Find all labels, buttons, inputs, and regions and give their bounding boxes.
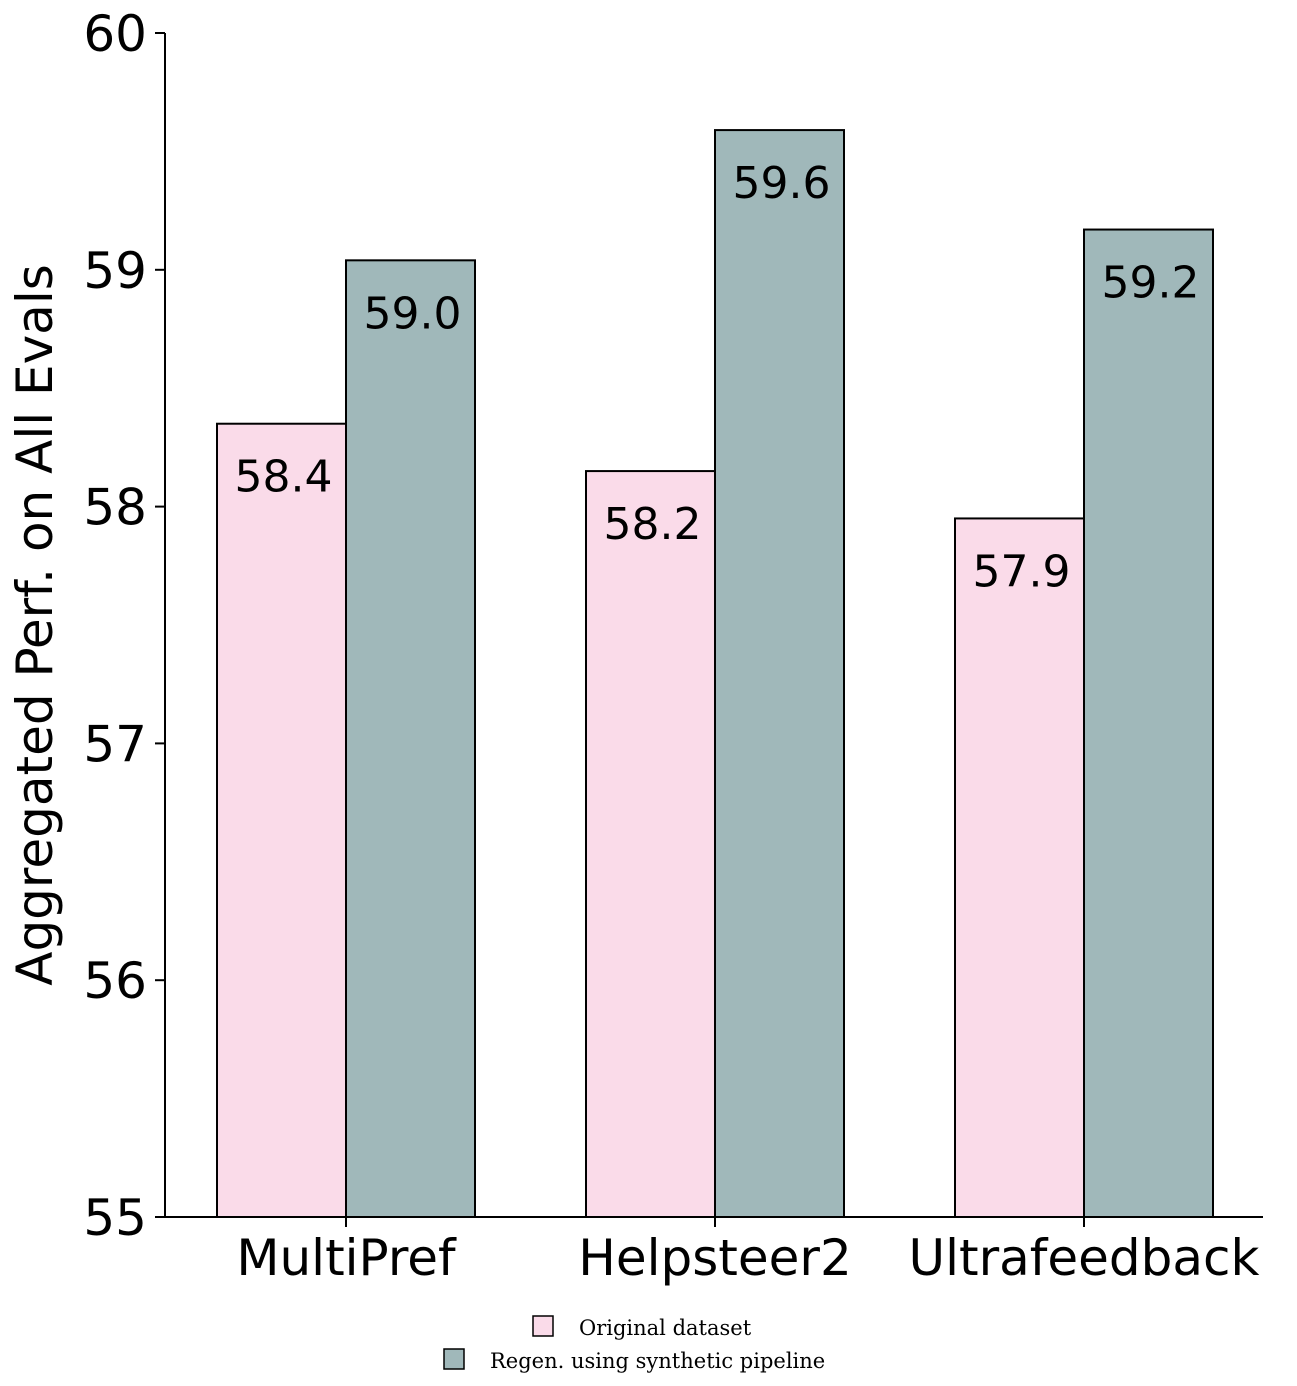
- data-label: 59.0: [364, 288, 462, 339]
- y-tick-label: 56: [83, 952, 147, 1010]
- bar-multipref-series-2: [345, 259, 476, 1218]
- legend-label: Regen. using synthetic pipeline: [490, 1349, 825, 1373]
- x-ticks: MultiPref Helpsteer2 Ultrafeedback: [236, 1217, 1260, 1287]
- legend-label: Original dataset: [579, 1316, 752, 1340]
- y-axis-title: Aggregated Perf. on All Evals: [6, 264, 64, 986]
- data-labels: 58.4 58.2 57.9 59.0 59.6 59.2: [235, 158, 1200, 597]
- bars-layer: [216, 129, 1214, 1219]
- data-label: 58.4: [235, 452, 333, 503]
- bar-multipref-series-1: [216, 422, 347, 1219]
- data-label: 57.9: [973, 546, 1071, 597]
- y-tick-label: 55: [83, 1189, 147, 1247]
- data-label: 59.2: [1102, 258, 1200, 309]
- legend-swatch: [443, 1348, 465, 1370]
- bar-helpsteer2-series-1: [585, 470, 716, 1218]
- x-tick-label: Helpsteer2: [578, 1229, 852, 1287]
- bar-helpsteer2-series-2: [714, 129, 845, 1218]
- bar-ultrafeedback-series-2: [1083, 228, 1214, 1218]
- y-tick-label: 57: [83, 715, 147, 773]
- y-ticks: 55 56 57 58 59 60: [83, 5, 165, 1247]
- legend-swatch: [532, 1315, 554, 1337]
- y-tick-label: 58: [83, 479, 147, 537]
- x-tick-label: MultiPref: [236, 1229, 457, 1287]
- bar-ultrafeedback-series-1: [954, 517, 1085, 1218]
- data-label: 59.6: [733, 158, 831, 209]
- data-label: 58.2: [604, 499, 702, 550]
- x-tick-label: Ultrafeedback: [909, 1229, 1260, 1287]
- y-tick-label: 60: [83, 5, 147, 63]
- y-tick-label: 59: [83, 242, 147, 300]
- legend: Original dataset Regen. using synthetic p…: [443, 1315, 825, 1373]
